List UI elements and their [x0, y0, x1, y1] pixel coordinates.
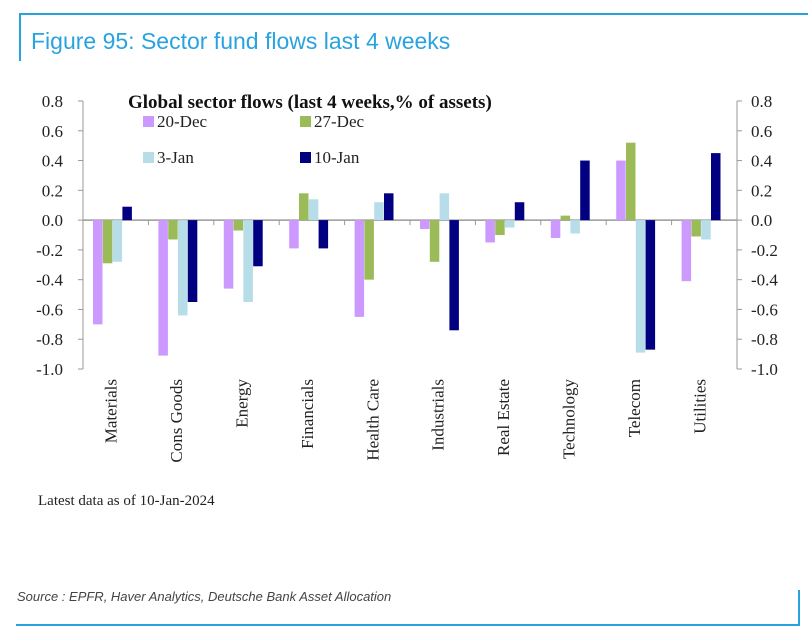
bar-20-dec-industrials: [420, 220, 430, 230]
x-tick-label: Energy: [233, 379, 252, 428]
bar-10-jan-energy: [253, 220, 263, 267]
y-tick-label-right: -1.0: [751, 360, 778, 379]
bar-3-jan-technology: [570, 220, 580, 234]
bar-27-dec-telecom: [626, 142, 636, 221]
bar-20-dec-telecom: [616, 160, 626, 221]
bar-10-jan-industrials: [449, 220, 459, 331]
bar-3-jan-materials: [112, 220, 123, 262]
bar-10-jan-real-estate: [514, 202, 525, 221]
y-tick-label-left: -0.8: [36, 330, 63, 349]
axes: 0.8 0.8 0.6 0.6 0.4 0.4 0.2 0.2 0.0 0.0 -0.2 -0.2 -0…: [36, 92, 778, 379]
bar-3-jan-health-care: [374, 202, 384, 221]
y-tick-label-left: 0.8: [42, 92, 63, 111]
y-tick-label-right: 0.6: [751, 122, 772, 141]
bar-3-jan-cons-goods: [178, 220, 188, 316]
bar-3-jan-utilities: [701, 220, 711, 240]
y-tick-label-left: -0.4: [36, 271, 63, 290]
x-tick-label: Financials: [298, 379, 317, 449]
y-tick-label-left: -1.0: [36, 360, 63, 379]
legend-swatch-20-dec: [143, 116, 154, 127]
bar-20-dec-financials: [289, 220, 299, 249]
chart-title: Global sector flows (last 4 weeks,% of a…: [128, 92, 492, 113]
bar-27-dec-cons-goods: [168, 220, 178, 240]
bar-3-jan-financials: [308, 199, 319, 221]
bar-27-dec-energy: [233, 220, 244, 231]
legend-label-3-jan: 3-Jan: [157, 148, 194, 167]
y-tick-label-right: -0.2: [751, 241, 778, 260]
x-tick-label: Cons Goods: [167, 379, 186, 463]
bar-20-dec-materials: [93, 220, 103, 325]
bar-27-dec-industrials: [429, 220, 440, 262]
y-tick-label-left: -0.2: [36, 241, 63, 260]
bar-27-dec-technology: [560, 215, 571, 221]
y-tick-label-right: -0.8: [751, 330, 778, 349]
bar-20-dec-technology: [550, 220, 561, 238]
bar-3-jan-telecom: [635, 220, 646, 353]
bar-10-jan-utilities: [711, 153, 721, 221]
x-tick-label: Real Estate: [494, 379, 513, 456]
bar-10-jan-financials: [318, 220, 329, 249]
y-tick-label-right: 0.8: [751, 92, 772, 111]
legend-swatch-3-jan: [143, 152, 154, 163]
bar-27-dec-health-care: [364, 220, 374, 280]
bar-27-dec-financials: [299, 193, 309, 221]
bar-10-jan-cons-goods: [187, 220, 198, 302]
y-tick-label-right: -0.4: [751, 271, 778, 290]
x-tick-label: Industrials: [429, 379, 448, 451]
bar-20-dec-cons-goods: [158, 220, 168, 356]
legend-swatch-27-dec: [300, 116, 311, 127]
y-tick-label-left: -0.6: [36, 300, 63, 319]
source-note: Source : EPFR, Haver Analytics, Deutsche…: [17, 589, 392, 604]
y-tick-label-right: -0.6: [751, 300, 778, 319]
frame-left-rule: [19, 13, 21, 61]
bar-20-dec-utilities: [681, 220, 692, 282]
bar-10-jan-technology: [580, 160, 590, 221]
y-tick-label-left: 0.2: [42, 181, 63, 200]
figure-title: Figure 95: Sector fund flows last 4 week…: [31, 28, 451, 54]
frame-right-rule: [798, 590, 800, 626]
y-tick-label-left: 0.4: [42, 152, 64, 171]
legend-swatch-10-jan: [300, 152, 311, 163]
bar-3-jan-energy: [243, 220, 253, 302]
y-tick-label-right: 0.2: [751, 181, 772, 200]
y-tick-label-right: 0.0: [751, 211, 772, 230]
x-tick-label: Materials: [102, 379, 121, 443]
bar-10-jan-telecom: [645, 220, 656, 350]
bar-3-jan-industrials: [439, 193, 450, 221]
bar-3-jan-real-estate: [505, 220, 515, 228]
legend-label-27-dec: 27-Dec: [314, 112, 364, 131]
x-tick-labels: Materials Cons Goods Energy Financials Healt…: [102, 379, 710, 463]
bar-chart: Global sector flows (last 4 weeks,% of a…: [36, 92, 778, 463]
bars: [93, 142, 721, 356]
bar-10-jan-materials: [122, 206, 132, 221]
x-tick-label: Health Care: [363, 379, 382, 461]
frame-bottom-rule: [16, 624, 800, 626]
x-tick-label: Utilities: [690, 379, 709, 434]
bar-27-dec-utilities: [691, 220, 701, 237]
x-tick-label: Technology: [560, 379, 579, 460]
legend-label-20-dec: 20-Dec: [157, 112, 207, 131]
y-tick-label-left: 0.6: [42, 122, 63, 141]
bar-10-jan-health-care: [384, 193, 394, 221]
bar-20-dec-health-care: [354, 220, 365, 317]
bar-20-dec-real-estate: [485, 220, 495, 243]
legend-label-10-jan: 10-Jan: [314, 148, 360, 167]
frame-top-rule: [19, 13, 808, 15]
bar-20-dec-energy: [223, 220, 234, 289]
y-tick-label-left: 0.0: [42, 211, 63, 230]
bar-27-dec-materials: [102, 220, 113, 264]
latest-data-note: Latest data as of 10-Jan-2024: [38, 493, 215, 509]
y-tick-label-right: 0.4: [751, 152, 773, 171]
x-tick-label: Telecom: [625, 379, 644, 437]
bar-27-dec-real-estate: [495, 220, 505, 235]
legend: 20-Dec 27-Dec 3-Jan 10-Jan: [143, 112, 364, 167]
